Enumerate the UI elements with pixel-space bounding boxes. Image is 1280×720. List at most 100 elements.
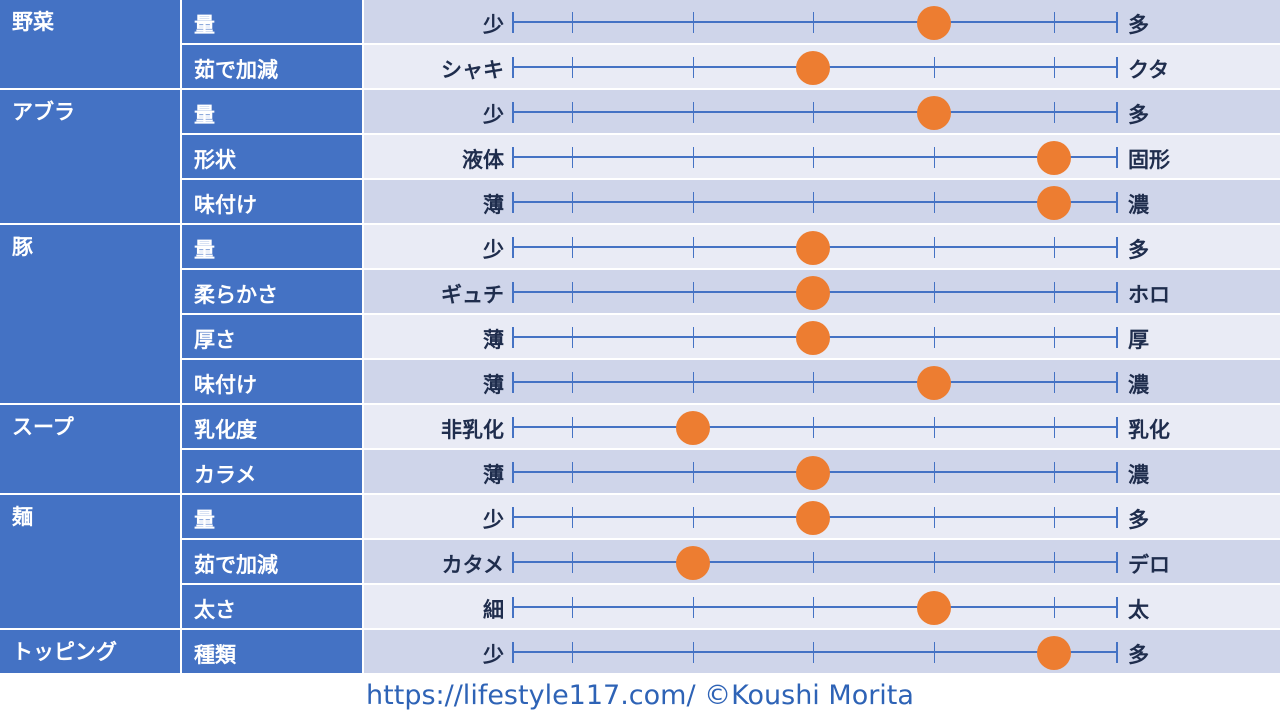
scale-tick — [1116, 597, 1118, 618]
value-marker — [1037, 186, 1071, 220]
attribute-label: 量 — [182, 0, 362, 45]
scale-tick — [512, 147, 514, 168]
scale-tick — [1054, 597, 1055, 618]
scale-tick — [572, 552, 573, 573]
high-end-label: クタ — [1128, 58, 1170, 82]
scale-cell: 少多 — [364, 225, 1280, 270]
scale-tick — [512, 372, 514, 393]
scale-tick — [572, 102, 573, 123]
scale-tick — [934, 192, 935, 213]
value-marker — [917, 366, 951, 400]
scale-tick — [572, 462, 573, 483]
category-label: アブラ — [12, 100, 75, 124]
scale-cell: 少多 — [364, 90, 1280, 135]
value-marker — [676, 411, 710, 445]
scale-tick — [934, 552, 935, 573]
scale-tick — [1054, 507, 1055, 528]
attribute-label: 味付け — [182, 360, 362, 405]
low-end-label: シャキ — [441, 58, 504, 82]
value-marker — [1037, 141, 1071, 175]
table-row: トッピング 種類 少 多 — [0, 630, 1280, 675]
scale-axis-line — [512, 426, 1118, 428]
scale-tick — [693, 12, 694, 33]
scale-tick — [1116, 642, 1118, 663]
scale-tick — [1054, 57, 1055, 78]
low-end-label: 少 — [483, 13, 504, 37]
scale-tick — [813, 147, 814, 168]
category-cell: スープ — [0, 405, 180, 450]
scale-tick — [1054, 327, 1055, 348]
category-cell — [0, 45, 180, 90]
scale-tick — [693, 57, 694, 78]
scale-tick — [934, 327, 935, 348]
category-cell — [0, 450, 180, 495]
table-row: 茹で加減 シャキ クタ — [0, 45, 1280, 90]
scale-tick — [512, 237, 514, 258]
scale-tick — [1116, 12, 1118, 33]
scale-tick — [1116, 282, 1118, 303]
value-marker — [796, 231, 830, 265]
low-end-label: 薄 — [483, 373, 504, 397]
table-row: 太さ細太 — [0, 585, 1280, 630]
high-end-label: 太 — [1128, 598, 1149, 622]
scale-tick — [1054, 372, 1055, 393]
category-label: 豚 — [12, 235, 33, 259]
high-end-label: 多 — [1128, 508, 1149, 532]
scale-tick — [693, 237, 694, 258]
category-cell — [0, 585, 180, 630]
scale-tick — [572, 417, 573, 438]
scale-tick — [813, 12, 814, 33]
attribute-label: 乳化度 — [182, 405, 362, 450]
low-end-label: ギュチ — [441, 283, 504, 307]
scale-tick — [1116, 417, 1118, 438]
scale-tick — [572, 642, 573, 663]
category-cell — [0, 135, 180, 180]
attribute-label: 茹で加減 — [182, 45, 362, 90]
scale-tick — [512, 12, 514, 33]
scale-tick — [1116, 327, 1118, 348]
value-marker — [917, 96, 951, 130]
scale-tick — [1116, 57, 1118, 78]
scale-tick — [934, 147, 935, 168]
scale-tick — [1116, 192, 1118, 213]
scale-axis-line — [512, 561, 1118, 563]
scale-cell: 薄濃 — [364, 180, 1280, 225]
scale-tick — [934, 462, 935, 483]
attribute-label: 量 — [182, 225, 362, 270]
scale-axis-line — [512, 381, 1118, 383]
footer-credit: https://lifestyle117.com/ ©Koushi Morita — [366, 680, 914, 711]
high-end-label: 厚 — [1128, 328, 1149, 352]
category-cell: 豚 — [0, 225, 180, 270]
category-cell: トッピング — [0, 630, 180, 675]
scale-tick — [1116, 462, 1118, 483]
scale-tick — [512, 327, 514, 348]
scale-axis-line — [512, 21, 1118, 23]
category-label: 麺 — [12, 505, 33, 529]
scale-tick — [1054, 12, 1055, 33]
low-end-label: 液体 — [462, 148, 504, 172]
scale-tick — [512, 597, 514, 618]
category-cell: 野菜 — [0, 0, 180, 45]
attribute-label: 柔らかさ — [182, 270, 362, 315]
category-label: スープ — [12, 415, 74, 439]
scale-tick — [572, 192, 573, 213]
low-end-label: カタメ — [441, 553, 504, 577]
attribute-label: カラメ — [182, 450, 362, 495]
value-marker — [917, 591, 951, 625]
attribute-label: 種類 — [182, 630, 362, 675]
high-end-label: 多 — [1128, 238, 1149, 262]
scale-tick — [1054, 237, 1055, 258]
scale-tick — [1116, 237, 1118, 258]
scale-tick — [813, 372, 814, 393]
low-end-label: 薄 — [483, 328, 504, 352]
value-marker — [796, 456, 830, 490]
low-end-label: 少 — [483, 643, 504, 667]
value-marker — [796, 501, 830, 535]
scale-tick — [693, 642, 694, 663]
scale-axis-line — [512, 651, 1118, 653]
scale-tick — [572, 597, 573, 618]
attribute-label: 茹で加減 — [182, 540, 362, 585]
scale-tick — [512, 282, 514, 303]
high-end-label: 多 — [1128, 643, 1149, 667]
table-row: スープ 乳化度 非乳化 乳化 — [0, 405, 1280, 450]
